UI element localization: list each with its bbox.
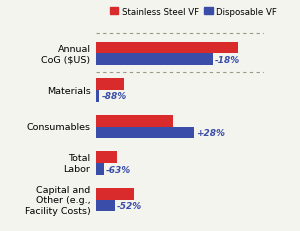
Bar [96,188,134,200]
Bar [96,200,115,212]
Text: -18%: -18% [215,55,240,64]
Text: +28%: +28% [196,128,225,137]
Bar [96,152,117,164]
Legend: Stainless Steel VF, Disposable VF: Stainless Steel VF, Disposable VF [106,4,280,20]
Bar [96,54,213,66]
Bar [96,43,238,54]
Bar [96,164,104,175]
Bar [96,127,194,139]
Text: -63%: -63% [106,165,131,174]
Bar [96,79,124,91]
Bar [96,116,173,127]
Bar [96,91,99,102]
Text: -52%: -52% [117,201,142,210]
Text: -88%: -88% [102,92,127,101]
